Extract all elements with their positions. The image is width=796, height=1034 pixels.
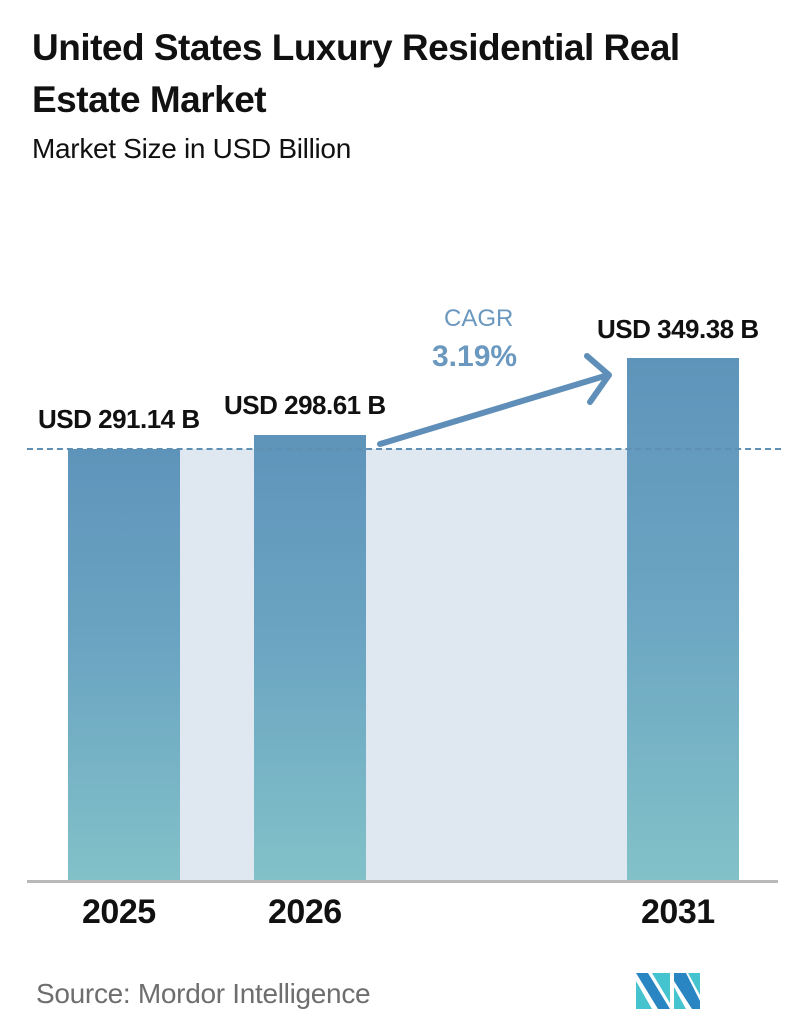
bar-2025 bbox=[68, 449, 180, 880]
source-text: Source: Mordor Intelligence bbox=[36, 978, 371, 1009]
chart-title: United States Luxury Residential Real Es… bbox=[32, 27, 680, 120]
mordor-intelligence-logo-icon bbox=[636, 973, 700, 1009]
value-label-2025: USD 291.14 B bbox=[38, 404, 200, 434]
bar-2031 bbox=[627, 358, 739, 880]
cagr-label: CAGR bbox=[444, 305, 514, 332]
value-label-2026: USD 298.61 B bbox=[224, 390, 386, 420]
x-tick-2026: 2026 bbox=[268, 893, 342, 931]
x-tick-2025: 2025 bbox=[82, 893, 156, 931]
reference-dashed-line bbox=[27, 448, 781, 450]
cagr-value: 3.19% bbox=[432, 340, 518, 373]
x-axis-line bbox=[27, 880, 778, 883]
value-label-2031: USD 349.38 B bbox=[597, 314, 759, 344]
bar-2026 bbox=[254, 435, 366, 880]
x-tick-2031: 2031 bbox=[641, 893, 715, 931]
chart-subtitle: Market Size in USD Billion bbox=[32, 133, 351, 164]
